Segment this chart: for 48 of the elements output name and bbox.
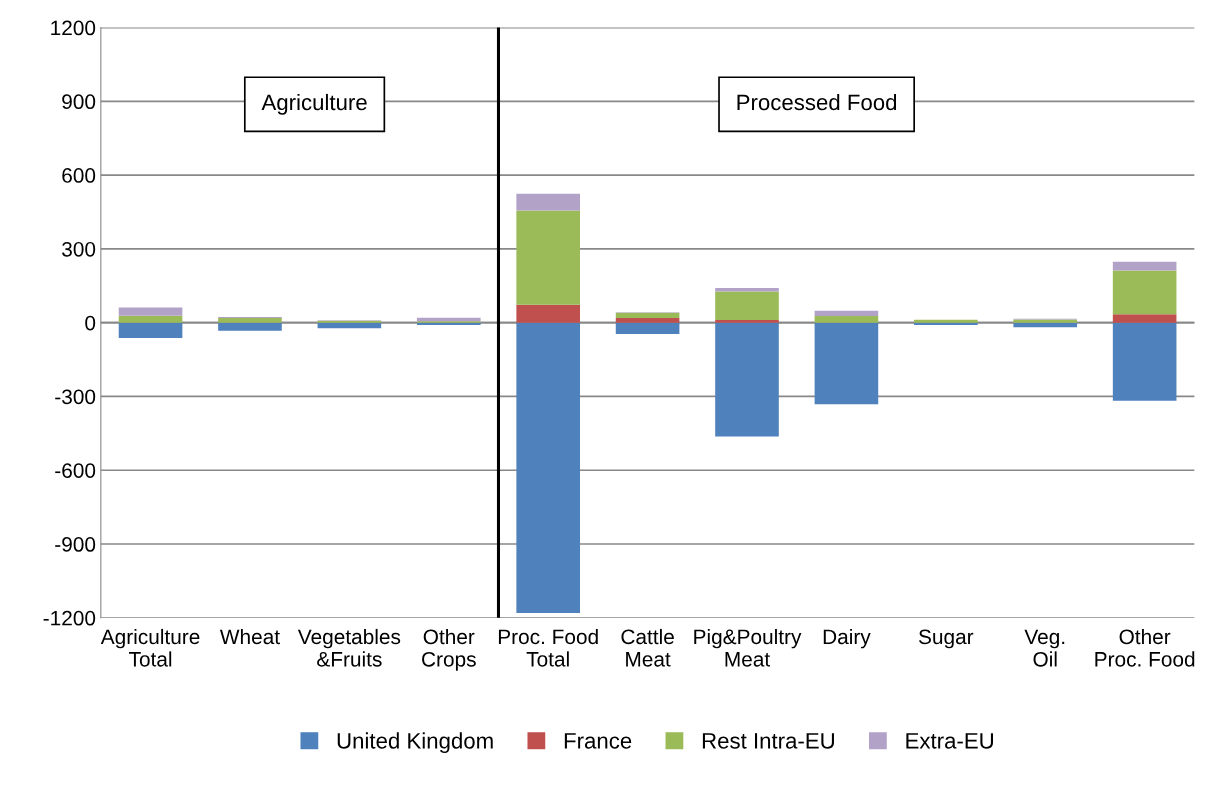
x-tick-label: Proc. Food Total <box>498 628 598 667</box>
bar <box>814 322 879 405</box>
legend-label: United Kingdom <box>337 732 493 754</box>
x-tick-label: Other Proc. Food <box>1095 628 1195 667</box>
bar <box>118 322 183 338</box>
y-tick-label: 1200 <box>51 20 96 36</box>
bar <box>715 319 779 323</box>
y-tick-label: -600 <box>55 463 96 478</box>
bar <box>516 304 580 323</box>
legend-label: France <box>564 733 632 749</box>
bar <box>516 193 580 211</box>
y-tick-label: -900 <box>55 537 96 552</box>
bar <box>715 291 779 320</box>
bar <box>715 322 779 437</box>
bar <box>1112 314 1177 323</box>
bar <box>218 318 282 323</box>
x-tick-label: Wheat <box>219 628 280 645</box>
bar <box>218 322 282 331</box>
bar <box>118 315 183 323</box>
x-tick-label: Other Crops <box>422 628 476 671</box>
y-tick-label: 600 <box>62 168 96 183</box>
y-tick-label: -300 <box>55 389 96 405</box>
x-tick-label: Vegetables &Fruits <box>297 628 401 667</box>
x-tick-label: Agriculture Total <box>100 628 200 667</box>
x-tick-label: Pig&Poultry Meat <box>694 628 802 667</box>
x-tick-label: Dairy <box>823 628 871 649</box>
bar <box>516 322 580 613</box>
y-tick-label: 900 <box>62 94 96 110</box>
legend-label: Rest Intra-EU <box>702 733 834 749</box>
y-tick-label: 0 <box>85 315 96 331</box>
legend-label: Extra-EU <box>906 733 993 749</box>
y-tick-label: -1200 <box>43 610 96 626</box>
bar <box>1112 322 1177 401</box>
y-tick-label: 300 <box>62 241 96 257</box>
bar <box>1112 261 1177 271</box>
bar <box>814 316 879 323</box>
x-tick-label: Sugar <box>918 629 974 649</box>
bar <box>1112 270 1177 315</box>
bar <box>615 312 680 318</box>
bar <box>615 322 680 334</box>
bar <box>814 310 879 317</box>
bar <box>118 307 183 316</box>
bar <box>516 210 580 305</box>
x-tick-label: Cattle Meat <box>621 628 674 667</box>
bar <box>615 318 680 323</box>
annotation: Processed Food <box>737 93 897 111</box>
annotation: Agriculture <box>261 93 367 115</box>
x-tick-label: Veg. Oil <box>1024 629 1065 667</box>
